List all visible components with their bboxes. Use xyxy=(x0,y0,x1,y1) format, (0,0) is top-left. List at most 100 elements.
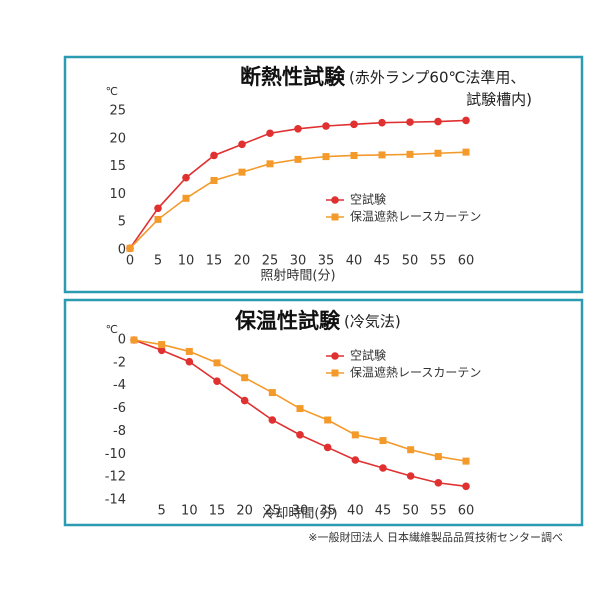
y-tick-label: 15 xyxy=(109,159,126,174)
marker xyxy=(379,437,387,445)
x-tick-label: 40 xyxy=(347,504,364,519)
x-tick-label: 50 xyxy=(402,254,419,269)
chart-title: 保温性試験 xyxy=(234,309,341,333)
marker xyxy=(434,453,442,461)
marker xyxy=(462,482,470,491)
marker xyxy=(462,148,470,156)
legend-marker xyxy=(331,213,339,221)
legend-label: 保温遮熱レースカーテン xyxy=(350,365,481,380)
x-tick-label: 15 xyxy=(206,254,223,269)
marker xyxy=(378,118,386,127)
marker xyxy=(213,377,221,385)
legend-marker xyxy=(331,352,339,360)
y-tick-label: 0 xyxy=(118,333,126,348)
series-line xyxy=(129,151,467,249)
x-tick-label: 10 xyxy=(181,504,198,519)
marker xyxy=(406,472,415,480)
y-tick-label: -8 xyxy=(113,424,126,439)
y-tick-label: -2 xyxy=(113,355,126,370)
x-tick-label: 60 xyxy=(458,254,475,269)
marker xyxy=(157,346,166,355)
marker xyxy=(241,374,249,382)
marker xyxy=(240,396,249,405)
y-tick-label: -14 xyxy=(105,493,126,508)
marker xyxy=(266,160,274,168)
x-tick-label: 30 xyxy=(292,504,309,519)
marker xyxy=(462,457,470,465)
chart-frame xyxy=(63,298,584,527)
y-tick-label: 0 xyxy=(118,243,126,258)
marker xyxy=(154,215,162,223)
marker xyxy=(294,124,302,133)
x-tick-label: 15 xyxy=(209,504,226,519)
x-tick-label: 45 xyxy=(374,254,391,269)
marker xyxy=(406,150,414,158)
x-tick-label: 55 xyxy=(430,254,447,269)
series-line xyxy=(129,119,467,249)
marker xyxy=(210,151,218,160)
marker xyxy=(351,456,360,464)
legend-label: 空試験 xyxy=(350,192,386,207)
y-tick-label: -12 xyxy=(105,470,126,485)
marker xyxy=(324,416,332,424)
x-tick-label: 35 xyxy=(319,504,336,519)
marker xyxy=(266,129,274,138)
chart-subtitle: 試験槽内) xyxy=(466,91,532,109)
x-tick-label: 20 xyxy=(236,504,253,519)
legend-marker xyxy=(331,369,339,377)
marker xyxy=(296,431,304,439)
marker xyxy=(407,446,415,454)
y-tick-label: 25 xyxy=(109,104,126,119)
x-tick-label: 25 xyxy=(264,504,281,519)
marker xyxy=(294,155,302,163)
marker xyxy=(182,173,190,182)
x-axis-label: 冷却時間(分) xyxy=(262,507,337,522)
marker xyxy=(210,177,218,184)
series-line xyxy=(133,339,467,462)
marker xyxy=(379,464,387,472)
marker xyxy=(130,336,138,344)
marker xyxy=(434,117,442,126)
marker xyxy=(406,118,414,126)
y-tick-label: 10 xyxy=(109,187,126,202)
marker xyxy=(268,416,277,424)
y-tick-label: 5 xyxy=(118,215,126,230)
marker xyxy=(378,151,386,159)
marker xyxy=(185,357,194,366)
marker xyxy=(185,347,193,355)
x-tick-label: 50 xyxy=(402,504,419,519)
x-tick-label: 35 xyxy=(318,254,335,269)
footnote: ※一般財団法人 日本繊維製品品質技術センター調べ xyxy=(308,530,563,544)
x-tick-label: 60 xyxy=(458,504,475,519)
x-tick-label: 10 xyxy=(178,254,195,269)
marker xyxy=(158,341,166,349)
marker xyxy=(268,389,276,397)
x-tick-label: 40 xyxy=(346,254,363,269)
marker xyxy=(323,443,332,452)
marker xyxy=(350,120,358,129)
marker xyxy=(238,168,246,176)
y-unit: ℃ xyxy=(106,85,118,98)
legend-label: 保温遮熱レースカーテン xyxy=(350,209,481,224)
chart-frame xyxy=(63,55,584,294)
marker xyxy=(182,194,190,202)
x-tick-label: 25 xyxy=(262,254,279,269)
marker xyxy=(434,149,442,157)
marker xyxy=(351,431,359,439)
x-tick-label: 30 xyxy=(290,254,307,269)
marker xyxy=(154,204,162,213)
x-tick-label: 20 xyxy=(234,254,251,269)
marker xyxy=(213,359,221,367)
marker xyxy=(296,405,304,413)
y-tick-label: -4 xyxy=(113,378,126,393)
legend-label: 空試験 xyxy=(350,348,386,363)
y-tick-label: 20 xyxy=(109,131,126,146)
x-tick-label: 55 xyxy=(430,504,447,519)
x-tick-label: 0 xyxy=(126,254,134,269)
marker xyxy=(350,151,358,159)
x-tick-label: 5 xyxy=(154,254,162,269)
x-axis-label: 照射時間(分) xyxy=(260,268,335,284)
marker xyxy=(126,244,134,252)
y-unit: ℃ xyxy=(106,323,118,336)
